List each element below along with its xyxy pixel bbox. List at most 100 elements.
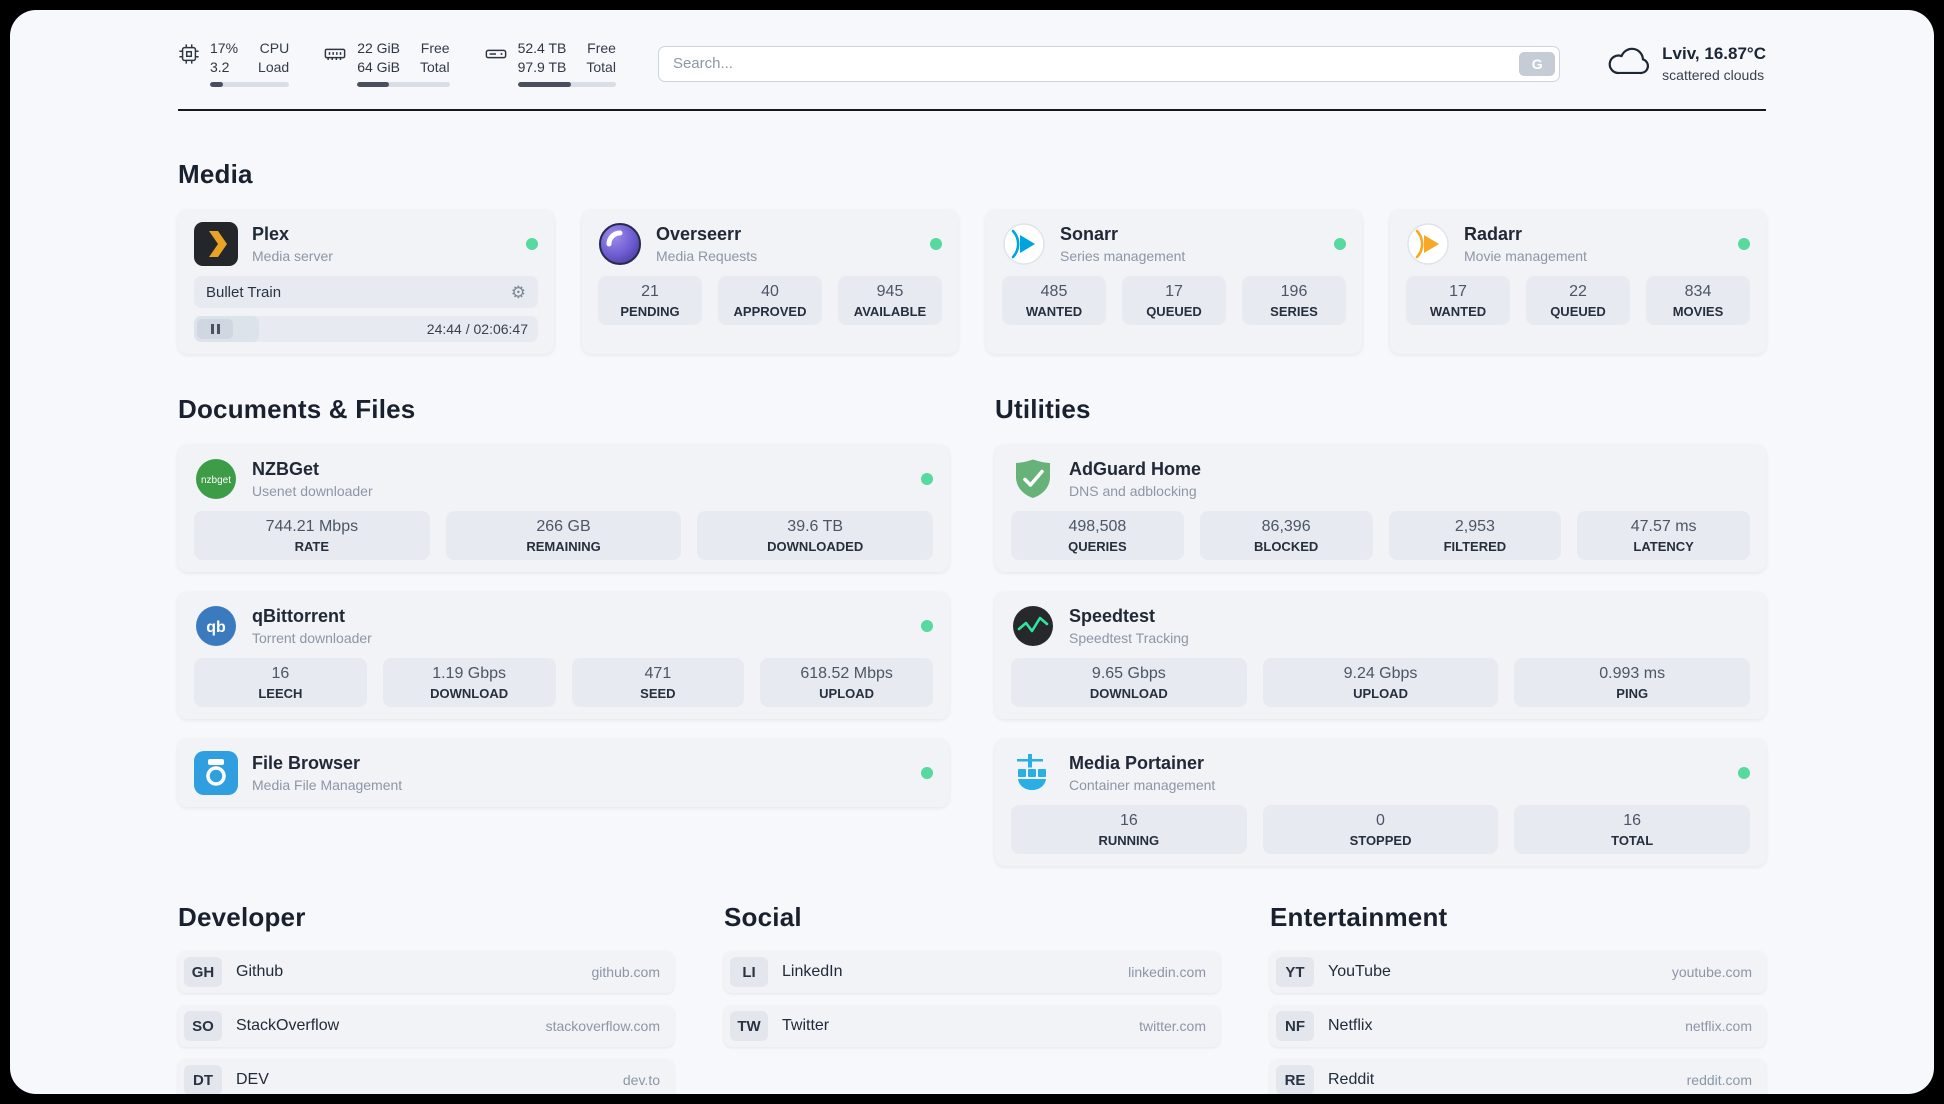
ram-label-top: Free bbox=[420, 40, 450, 56]
ram-widget: 22 GiB Free 64 GiB Total bbox=[323, 40, 450, 87]
radarr-card[interactable]: Radarr Movie management 17 WANTED 22 QUE… bbox=[1390, 210, 1766, 354]
dev-badge: DT bbox=[184, 1065, 222, 1094]
ram-total-value: 64 GiB bbox=[357, 59, 400, 75]
section-title-social: Social bbox=[724, 902, 802, 932]
overseerr-card[interactable]: Overseerr Media Requests 21 PENDING 40 A… bbox=[582, 210, 958, 354]
section-entertainment: Entertainment YT YouTube youtube.com NF … bbox=[1270, 902, 1766, 1094]
stat-latency: 47.57 ms LATENCY bbox=[1577, 511, 1750, 560]
cpu-usage-value: 17% bbox=[210, 40, 239, 56]
disk-progress-fill bbox=[517, 82, 571, 87]
stat-filtered: 2,953 FILTERED bbox=[1388, 511, 1562, 560]
status-dot bbox=[1738, 767, 1750, 779]
search-engine-button[interactable]: G bbox=[1519, 51, 1556, 76]
app-name: AdGuard Home bbox=[1069, 459, 1202, 479]
filebrowser-card[interactable]: File Browser Media File Management bbox=[178, 739, 949, 807]
ram-icon bbox=[323, 43, 347, 70]
stat-series: 196 SERIES bbox=[1242, 276, 1346, 325]
section-title-entertainment: Entertainment bbox=[1270, 902, 1448, 932]
link-reddit[interactable]: RE Reddit reddit.com bbox=[1270, 1059, 1766, 1094]
stat-total: 16 TOTAL bbox=[1514, 805, 1751, 854]
app-name: Plex bbox=[252, 224, 290, 244]
status-dot bbox=[1738, 238, 1750, 250]
qbittorrent-card[interactable]: qb qBittorrent Torrent downloader 16 LEE… bbox=[178, 592, 949, 719]
app-subtitle: Media server bbox=[252, 248, 333, 264]
app-subtitle: Container management bbox=[1069, 777, 1216, 793]
disk-label-bottom: Total bbox=[586, 59, 616, 75]
app-subtitle: DNS and adblocking bbox=[1069, 483, 1197, 499]
stat-ping: 0.993 ms PING bbox=[1514, 658, 1751, 707]
stat-download: 9.65 Gbps DOWNLOAD bbox=[1011, 658, 1247, 707]
cloud-icon bbox=[1606, 44, 1650, 83]
stat-leech: 16 LEECH bbox=[194, 658, 367, 707]
portainer-icon bbox=[1011, 751, 1055, 795]
link-netflix[interactable]: NF Netflix netflix.com bbox=[1270, 1005, 1766, 1047]
stat-download: 1.19 Gbps DOWNLOAD bbox=[382, 658, 556, 707]
app-name: Media Portainer bbox=[1069, 753, 1205, 773]
cpu-progress-bar bbox=[210, 82, 290, 87]
cpu-icon bbox=[178, 43, 200, 70]
header-divider bbox=[178, 109, 1766, 111]
sonarr-card[interactable]: Sonarr Series management 485 WANTED 17 Q… bbox=[986, 210, 1362, 354]
playback-progress-bar[interactable]: 24:44 / 02:06:47 bbox=[194, 316, 538, 342]
stat-stopped: 0 STOPPED bbox=[1262, 805, 1499, 854]
svg-text:qb: qb bbox=[206, 619, 226, 636]
stat-running: 16 RUNNING bbox=[1011, 805, 1247, 854]
app-subtitle: Torrent downloader bbox=[252, 630, 372, 646]
link-linkedin[interactable]: LI LinkedIn linkedin.com bbox=[724, 951, 1220, 993]
speedtest-card[interactable]: Speedtest Speedtest Tracking 9.65 Gbps D… bbox=[995, 592, 1766, 719]
ram-progress-fill bbox=[357, 82, 389, 87]
section-title-developer: Developer bbox=[178, 902, 306, 932]
pause-button[interactable] bbox=[197, 319, 233, 339]
status-dot bbox=[921, 620, 933, 632]
status-dot bbox=[930, 238, 942, 250]
svg-text:nzbget: nzbget bbox=[201, 475, 231, 486]
app-subtitle: Media Requests bbox=[656, 248, 758, 264]
link-stackoverflow[interactable]: SO StackOverflow stackoverflow.com bbox=[178, 1005, 674, 1047]
status-dot bbox=[526, 238, 538, 250]
disk-total-value: 97.9 TB bbox=[517, 59, 567, 75]
status-dot bbox=[921, 767, 933, 779]
app-name: Sonarr bbox=[1060, 224, 1119, 244]
stat-available: 945 AVAILABLE bbox=[838, 276, 942, 325]
reddit-badge: RE bbox=[1276, 1065, 1314, 1094]
stat-seed: 471 SEED bbox=[571, 658, 745, 707]
search-input[interactable] bbox=[657, 45, 1561, 82]
search-bar: G bbox=[657, 45, 1561, 82]
app-name: File Browser bbox=[252, 753, 361, 773]
stat-upload: 618.52 Mbps UPLOAD bbox=[760, 658, 933, 707]
adguard-card[interactable]: AdGuard Home DNS and adblocking 498,508 … bbox=[995, 445, 1766, 572]
filebrowser-icon bbox=[194, 751, 238, 795]
link-youtube[interactable]: YT YouTube youtube.com bbox=[1270, 951, 1766, 993]
stat-downloaded: 39.6 TB DOWNLOADED bbox=[697, 511, 934, 560]
stat-queued: 22 QUEUED bbox=[1526, 276, 1630, 325]
ram-free-value: 22 GiB bbox=[357, 40, 400, 56]
weather-condition: scattered clouds bbox=[1662, 67, 1765, 83]
disk-free-value: 52.4 TB bbox=[517, 40, 567, 56]
link-dev[interactable]: DT DEV dev.to bbox=[178, 1059, 674, 1094]
section-title-utilities: Utilities bbox=[995, 394, 1091, 424]
app-subtitle: Usenet downloader bbox=[252, 483, 373, 499]
cpu-progress-fill bbox=[210, 82, 224, 87]
stat-remaining: 266 GB REMAINING bbox=[445, 511, 682, 560]
app-name: Radarr bbox=[1464, 224, 1523, 244]
linkedin-badge: LI bbox=[730, 957, 768, 987]
youtube-badge: YT bbox=[1276, 957, 1314, 987]
qbittorrent-icon: qb bbox=[194, 604, 238, 648]
app-name: Overseerr bbox=[656, 224, 742, 244]
link-github[interactable]: GH Github github.com bbox=[178, 951, 674, 993]
section-utilities: Utilities AdGuard Home DNS and a bbox=[995, 394, 1766, 866]
stat-movies: 834 MOVIES bbox=[1646, 276, 1750, 325]
link-twitter[interactable]: TW Twitter twitter.com bbox=[724, 1005, 1220, 1047]
plex-card[interactable]: Plex Media server Bullet Train ⚙ 24:44 /… bbox=[178, 210, 554, 354]
status-dot bbox=[1334, 238, 1346, 250]
stat-rate: 744.21 Mbps RATE bbox=[194, 511, 430, 560]
stat-queued: 17 QUEUED bbox=[1122, 276, 1226, 325]
app-subtitle: Speedtest Tracking bbox=[1069, 630, 1189, 646]
nzbget-card[interactable]: nzbget NZBGet Usenet downloader 744.21 M… bbox=[178, 445, 949, 572]
portainer-card[interactable]: Media Portainer Container management 16 … bbox=[995, 739, 1766, 866]
settings-gear-icon[interactable]: ⚙ bbox=[510, 282, 526, 302]
status-dot bbox=[921, 473, 933, 485]
section-title-media: Media bbox=[178, 159, 253, 189]
disk-icon bbox=[484, 43, 508, 70]
now-playing-bar: Bullet Train ⚙ bbox=[194, 276, 538, 308]
